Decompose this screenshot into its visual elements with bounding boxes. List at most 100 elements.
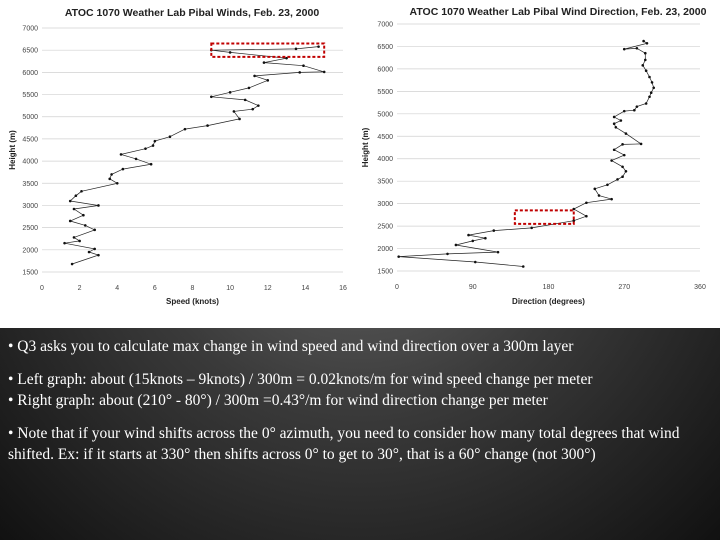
direction-data-point bbox=[648, 95, 651, 99]
direction-data-point bbox=[530, 226, 533, 230]
speed-y-tick-label: 4000 bbox=[22, 159, 38, 166]
speed-x-tick-label: 12 bbox=[264, 285, 272, 292]
direction-y-tick-label: 4000 bbox=[377, 156, 393, 163]
direction-data-point bbox=[622, 47, 626, 51]
speed-data-point bbox=[72, 207, 76, 211]
direction-y-tick-label: 5000 bbox=[377, 111, 393, 118]
direction-data-point bbox=[641, 64, 645, 67]
speed-data-point bbox=[93, 228, 96, 232]
speed-data-point bbox=[68, 219, 72, 223]
speed-data-point bbox=[74, 194, 78, 197]
direction-data-point bbox=[635, 105, 639, 108]
direction-data-point bbox=[597, 194, 601, 197]
direction-data-point bbox=[572, 207, 576, 211]
direction-data-point bbox=[612, 122, 616, 125]
speed-x-tick-label: 8 bbox=[191, 285, 195, 292]
speed-data-point bbox=[317, 45, 320, 48]
speed-data-point bbox=[253, 74, 256, 78]
speed-x-axis-label: Speed (knots) bbox=[166, 297, 219, 306]
direction-data-point bbox=[644, 69, 648, 73]
direction-data-point bbox=[616, 178, 619, 181]
direction-y-tick-label: 2000 bbox=[377, 246, 393, 253]
direction-data-point bbox=[648, 75, 651, 79]
direction-data-point bbox=[650, 81, 654, 84]
speed-data-point bbox=[228, 51, 232, 54]
direction-y-tick-label: 1500 bbox=[377, 269, 393, 276]
speed-y-tick-label: 6000 bbox=[22, 70, 38, 77]
speed-x-tick-label: 16 bbox=[339, 285, 347, 292]
charts-svg: 1500 2000 2500 3000 3500 4000 4500 5000 5500 6000… bbox=[8, 6, 707, 306]
speed-data-point bbox=[110, 173, 113, 176]
direction-data-point bbox=[496, 250, 500, 254]
direction-data-point bbox=[645, 42, 649, 45]
direction-y-tick-label: 4500 bbox=[377, 134, 393, 141]
direction-data-point bbox=[621, 143, 624, 146]
direction-x-axis-label: Direction (degrees) bbox=[512, 297, 585, 306]
direction-data-point bbox=[624, 170, 628, 173]
direction-data-point bbox=[471, 239, 475, 243]
speed-chart-title: ATOC 1070 Weather Lab Pibal Winds, Feb. … bbox=[65, 7, 319, 19]
direction-data-point bbox=[639, 142, 643, 146]
direction-data-point bbox=[572, 219, 576, 223]
direction-data-point bbox=[585, 214, 588, 218]
direction-data-point bbox=[622, 153, 626, 157]
direction-x-tick-label: 180 bbox=[543, 284, 555, 291]
speed-data-point bbox=[80, 189, 83, 193]
direction-chart-title: ATOC 1070 Weather Lab Pibal Wind Directi… bbox=[410, 6, 707, 18]
speed-data-point bbox=[87, 250, 91, 254]
speed-data-point bbox=[262, 61, 266, 64]
speed-data-point bbox=[82, 213, 85, 217]
direction-data-point bbox=[397, 255, 400, 258]
speed-y-tick-label: 2000 bbox=[22, 247, 38, 254]
speed-data-point bbox=[243, 98, 247, 102]
speed-highlight-box bbox=[210, 42, 326, 58]
speed-series-line bbox=[64, 46, 325, 265]
direction-data-point bbox=[610, 159, 613, 162]
speed-data-point bbox=[153, 139, 157, 143]
direction-data-point bbox=[492, 229, 496, 232]
speed-data-point bbox=[183, 127, 187, 131]
direction-data-point bbox=[521, 265, 525, 268]
speed-y-tick-label: 3000 bbox=[22, 203, 38, 210]
direction-data-point bbox=[606, 183, 609, 187]
speed-y-tick-label: 6500 bbox=[22, 48, 38, 55]
speed-x-tick-label: 10 bbox=[226, 285, 234, 292]
speed-data-point bbox=[108, 177, 112, 181]
direction-data-point bbox=[612, 148, 616, 152]
speed-y-tick-label: 3500 bbox=[22, 181, 38, 188]
speed-data-point bbox=[72, 236, 76, 239]
speed-y-tick-label: 2500 bbox=[22, 225, 38, 232]
speed-data-point bbox=[294, 47, 298, 51]
speed-data-point bbox=[68, 199, 72, 203]
direction-y-tick-label: 5500 bbox=[377, 89, 393, 96]
direction-data-point bbox=[642, 39, 645, 43]
speed-data-point bbox=[144, 147, 147, 150]
direction-data-point bbox=[649, 91, 653, 95]
direction-data-point bbox=[643, 58, 647, 62]
direction-data-point bbox=[610, 197, 613, 201]
speed-data-point bbox=[266, 79, 270, 82]
speed-data-point bbox=[251, 107, 254, 111]
direction-y-tick-label: 6000 bbox=[377, 66, 393, 73]
speed-data-point bbox=[322, 70, 326, 74]
speed-data-point bbox=[285, 56, 288, 60]
speed-data-point bbox=[121, 167, 125, 171]
direction-y-tick-label: 7000 bbox=[377, 22, 393, 29]
note-q3: • Q3 asks you to calculate max change in… bbox=[8, 338, 574, 355]
speed-x-tick-label: 14 bbox=[301, 285, 309, 292]
direction-data-point bbox=[473, 260, 477, 264]
speed-data-point bbox=[115, 181, 119, 185]
speed-data-point bbox=[210, 95, 213, 99]
direction-data-point bbox=[644, 102, 648, 105]
speed-data-point bbox=[228, 91, 232, 94]
speed-y-tick-label: 5500 bbox=[22, 92, 38, 99]
note-right-graph: • Right graph: about (210° - 80°) / 300m… bbox=[8, 392, 548, 409]
direction-data-point bbox=[643, 51, 647, 55]
direction-data-point bbox=[446, 252, 449, 256]
notes-text: • Q3 asks you to calculate max change in… bbox=[8, 336, 712, 466]
direction-x-tick-label: 90 bbox=[469, 284, 477, 291]
speed-data-point bbox=[302, 64, 305, 68]
note-left-graph: • Left graph: about (15knots – 9knots) /… bbox=[8, 370, 593, 388]
speed-y-tick-label: 1500 bbox=[22, 270, 38, 277]
direction-data-point bbox=[652, 86, 656, 90]
